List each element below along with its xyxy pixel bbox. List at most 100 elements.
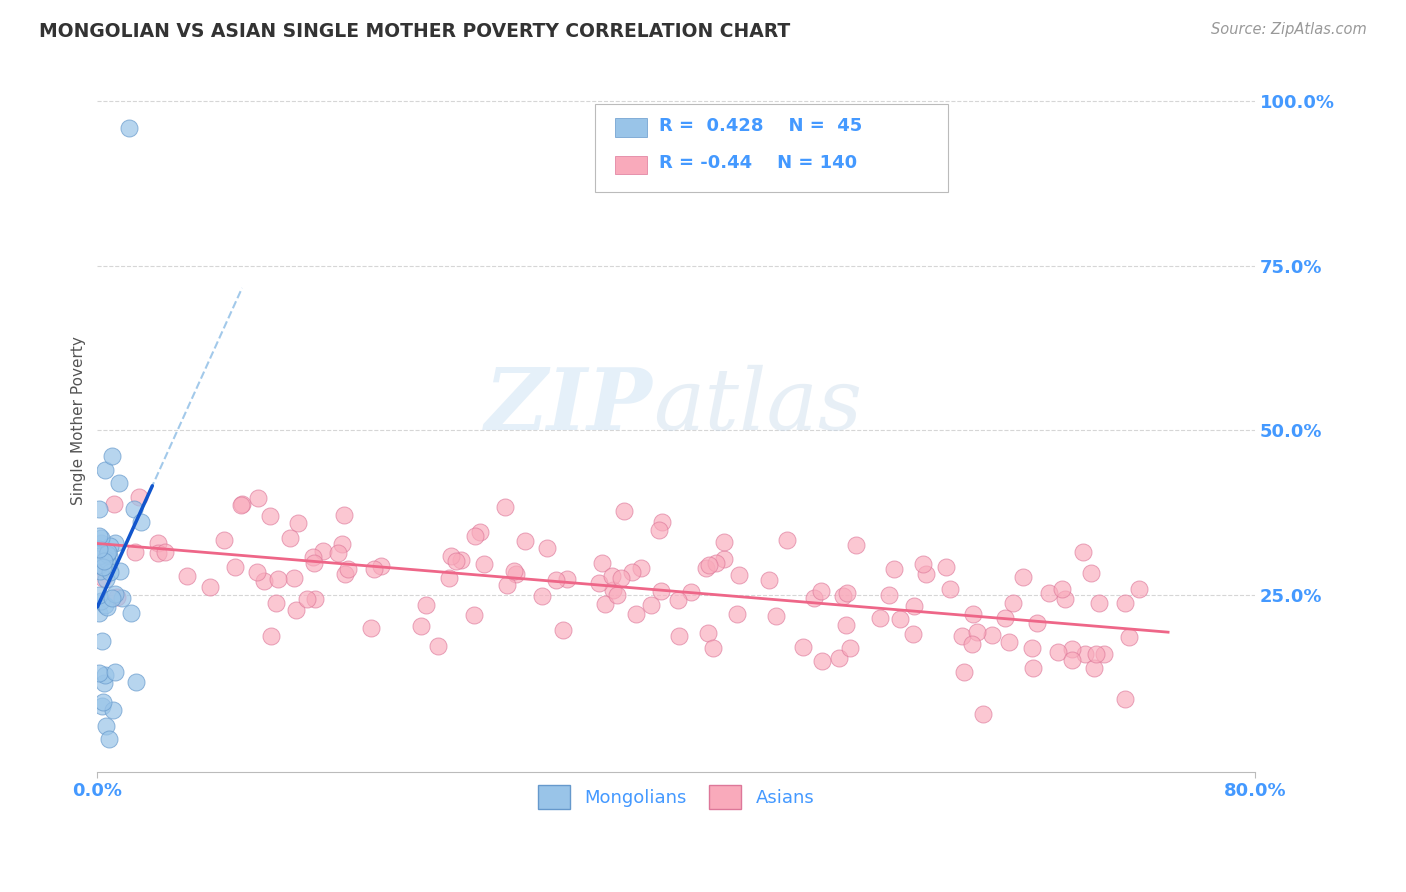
Point [776, 533, 799, 548]
Point [93, 554, 115, 568]
Point [883, 562, 905, 576]
Point [704, 556, 727, 570]
Point [105, 590, 128, 604]
Point [94, 598, 117, 612]
Point [626, 607, 648, 621]
Point [326, 547, 349, 561]
Point [472, 557, 495, 571]
Point [336, 562, 359, 576]
Point [513, 533, 536, 548]
Point [96, 600, 118, 615]
Y-axis label: Single Mother Poverty: Single Mother Poverty [72, 336, 86, 505]
Point [536, 541, 558, 556]
Point [725, 607, 748, 622]
Point [551, 623, 574, 637]
Point [939, 582, 962, 596]
Point [960, 637, 983, 651]
Point [914, 566, 936, 581]
Point [1012, 570, 1035, 584]
Point [835, 586, 858, 600]
Point [468, 524, 491, 539]
Legend: Mongolians, Asians: Mongolians, Asians [530, 778, 821, 816]
Point [998, 635, 1021, 649]
Point [758, 573, 780, 587]
Text: MONGOLIAN VS ASIAN SINGLE MOTHER POVERTY CORRELATION CHART: MONGOLIAN VS ASIAN SINGLE MOTHER POVERTY… [39, 22, 790, 41]
Point [650, 583, 672, 598]
Point [994, 611, 1017, 625]
Point [889, 612, 911, 626]
Point [505, 567, 527, 582]
Point [104, 587, 127, 601]
Point [1025, 616, 1047, 631]
Text: R = -0.44    N = 140: R = -0.44 N = 140 [659, 153, 856, 172]
Point [972, 707, 994, 722]
Point [93, 462, 115, 476]
Point [370, 559, 392, 574]
Point [252, 574, 274, 589]
Point [828, 651, 851, 665]
Point [224, 560, 246, 574]
Point [90, 593, 112, 607]
Point [87, 666, 110, 681]
Point [838, 641, 860, 656]
Point [120, 606, 142, 620]
Point [602, 569, 624, 583]
Point [101, 450, 124, 464]
Point [835, 617, 858, 632]
Point [1094, 647, 1116, 661]
Point [101, 591, 124, 606]
Point [287, 516, 309, 530]
Point [495, 578, 517, 592]
Point [93, 676, 115, 690]
Point [630, 561, 652, 575]
Point [108, 475, 131, 490]
Point [765, 609, 787, 624]
Point [96, 552, 118, 566]
Point [640, 598, 662, 612]
Point [810, 584, 832, 599]
Point [620, 565, 643, 579]
Point [330, 537, 353, 551]
Point [831, 589, 853, 603]
Bar [614, 156, 647, 174]
Point [148, 535, 170, 549]
Point [845, 538, 868, 552]
Point [966, 625, 988, 640]
Point [877, 588, 900, 602]
Point [98, 539, 121, 553]
Point [803, 591, 825, 605]
Point [285, 603, 308, 617]
Point [91, 695, 114, 709]
Point [1088, 596, 1111, 610]
Point [333, 508, 356, 522]
Point [146, 545, 169, 559]
Text: R =  0.428    N =  45: R = 0.428 N = 45 [659, 117, 862, 135]
Point [214, 533, 236, 548]
Point [304, 591, 326, 606]
Point [1080, 566, 1102, 580]
Point [695, 561, 717, 575]
Point [1001, 596, 1024, 610]
Point [697, 558, 720, 573]
Point [588, 575, 610, 590]
Point [1050, 582, 1073, 596]
Point [1118, 631, 1140, 645]
Point [1074, 647, 1097, 661]
Text: atlas: atlas [652, 365, 862, 448]
Point [679, 585, 702, 599]
Point [911, 558, 934, 572]
Point [87, 558, 110, 572]
Point [118, 120, 141, 135]
Point [440, 549, 463, 564]
Point [464, 529, 486, 543]
Point [302, 556, 325, 570]
Point [267, 572, 290, 586]
Point [952, 665, 974, 680]
Point [415, 599, 437, 613]
Point [363, 562, 385, 576]
Point [1114, 596, 1136, 610]
Point [1022, 661, 1045, 675]
Point [728, 568, 751, 582]
Point [463, 607, 485, 622]
Point [122, 502, 145, 516]
